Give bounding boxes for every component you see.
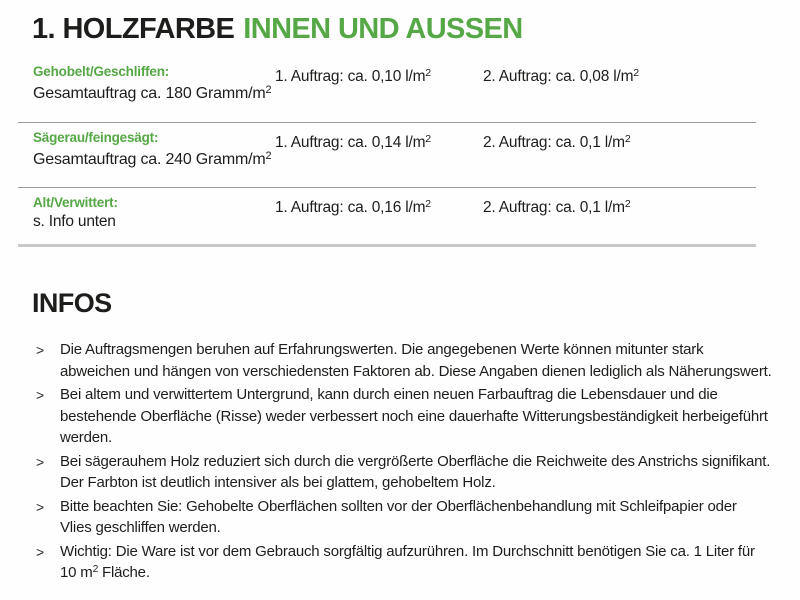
list-item: > Bei altem und verwittertem Untergrund,… — [36, 384, 772, 449]
list-item: > Wichtig: Die Ware ist vor dem Gebrauch… — [36, 541, 772, 584]
surface-type-label: Alt/Verwittert: — [33, 195, 118, 210]
row-surface-column: Gehobelt/Geschliffen: Gesamtauftrag ca. … — [33, 64, 275, 103]
second-coat-text: 2. Auftrag: ca. 0,1 l/m — [483, 134, 625, 151]
superscript: 2 — [265, 150, 272, 163]
chevron-bullet-icon: > — [36, 387, 44, 403]
bullet-text-main: Bitte beachten Sie: Gehobelte Oberfläche… — [60, 497, 737, 537]
chevron-bullet-icon: > — [36, 342, 44, 358]
superscript: 2 — [425, 133, 431, 146]
superscript: 2 — [624, 198, 631, 211]
first-coat-text: 1. Auftrag: ca. 0,14 l/m — [275, 134, 426, 151]
row-surface-column: Sägerau/feingesägt: Gesamtauftrag ca. 24… — [33, 130, 275, 169]
infos-heading: INFOS — [32, 288, 112, 318]
list-item-text: Bitte beachten Sie: Gehobelte Oberfläche… — [60, 496, 772, 539]
bullet-text-main: Wichtig: Die Ware ist vor dem Gebrauch s… — [60, 542, 755, 582]
second-coat-value: 2. Auftrag: ca. 0,1 l/m2 — [483, 130, 757, 152]
surface-type-label: Sägerau/feingesägt: — [33, 130, 159, 145]
surface-type-label: Gehobelt/Geschliffen: — [33, 64, 170, 79]
second-coat-text: 2. Auftrag: ca. 0,08 l/m — [483, 68, 634, 85]
list-item-text: Wichtig: Die Ware ist vor dem Gebrauch s… — [60, 541, 772, 584]
bullet-text-post: Fläche. — [98, 564, 150, 581]
surface-total-amount: s. Info unten — [33, 213, 275, 231]
first-coat-text: 1. Auftrag: ca. 0,10 l/m — [275, 68, 426, 85]
table-row-saegerau: Sägerau/feingesägt: Gesamtauftrag ca. 24… — [33, 130, 757, 169]
row-divider — [18, 122, 756, 123]
chevron-bullet-icon: > — [36, 498, 44, 515]
first-coat-text: 1. Auftrag: ca. 0,16 l/m — [275, 199, 426, 216]
chevron-bullet-icon: > — [36, 543, 44, 560]
row-surface-column: Alt/Verwittert: s. Info unten — [33, 195, 275, 231]
bullet-text-main: Die Auftragsmengen beruhen auf Erfahrung… — [60, 341, 772, 380]
chevron-bullet-icon: > — [36, 453, 44, 470]
page-title-green: INNEN UND AUSSEN — [243, 13, 523, 45]
second-coat-value: 2. Auftrag: ca. 0,1 l/m2 — [483, 195, 757, 217]
first-coat-value: 1. Auftrag: ca. 0,10 l/m2 — [275, 64, 483, 86]
surface-total-amount: Gesamtauftrag ca. 180 Gramm/m2 — [33, 85, 275, 103]
second-coat-value: 2. Auftrag: ca. 0,08 l/m2 — [483, 64, 757, 86]
row-divider — [18, 187, 756, 188]
superscript: 2 — [425, 67, 431, 80]
superscript: 2 — [265, 84, 272, 97]
bullet-text-main: Bei sägerauhem Holz reduziert sich durch… — [60, 452, 771, 492]
list-item-text: Bei altem und verwittertem Untergrund, k… — [60, 384, 772, 449]
bullet-text-main: Bei altem und verwittertem Untergrund, k… — [60, 386, 768, 446]
list-item-text: Die Auftragsmengen beruhen auf Erfahrung… — [60, 339, 772, 382]
section-divider — [18, 244, 756, 247]
second-coat-text: 2. Auftrag: ca. 0,1 l/m — [483, 199, 625, 216]
table-row-alt-verwittert: Alt/Verwittert: s. Info unten 1. Auftrag… — [33, 195, 757, 231]
surface-total-amount-text: s. Info unten — [33, 213, 116, 230]
table-row-gehobelt: Gehobelt/Geschliffen: Gesamtauftrag ca. … — [33, 64, 757, 103]
superscript: 2 — [633, 67, 639, 80]
surface-total-amount-text: Gesamtauftrag ca. 240 Gramm/m — [33, 151, 266, 168]
list-item: > Bitte beachten Sie: Gehobelte Oberfläc… — [36, 496, 772, 539]
page-title-black: 1. HOLZFARBE — [32, 13, 235, 45]
list-item-text: Bei sägerauhem Holz reduziert sich durch… — [60, 451, 772, 494]
list-item: > Die Auftragsmengen beruhen auf Erfahru… — [36, 339, 772, 382]
list-item: > Bei sägerauhem Holz reduziert sich dur… — [36, 451, 772, 494]
first-coat-value: 1. Auftrag: ca. 0,16 l/m2 — [275, 195, 483, 217]
first-coat-value: 1. Auftrag: ca. 0,14 l/m2 — [275, 130, 483, 152]
surface-total-amount: Gesamtauftrag ca. 240 Gramm/m2 — [33, 151, 275, 169]
superscript: 2 — [425, 198, 431, 211]
page-title: 1. HOLZFARBE INNEN UND AUSSEN — [32, 13, 523, 46]
superscript: 2 — [92, 564, 99, 576]
infos-bullet-list: > Die Auftragsmengen beruhen auf Erfahru… — [36, 339, 772, 586]
superscript: 2 — [624, 133, 631, 146]
surface-total-amount-text: Gesamtauftrag ca. 180 Gramm/m — [33, 85, 266, 102]
